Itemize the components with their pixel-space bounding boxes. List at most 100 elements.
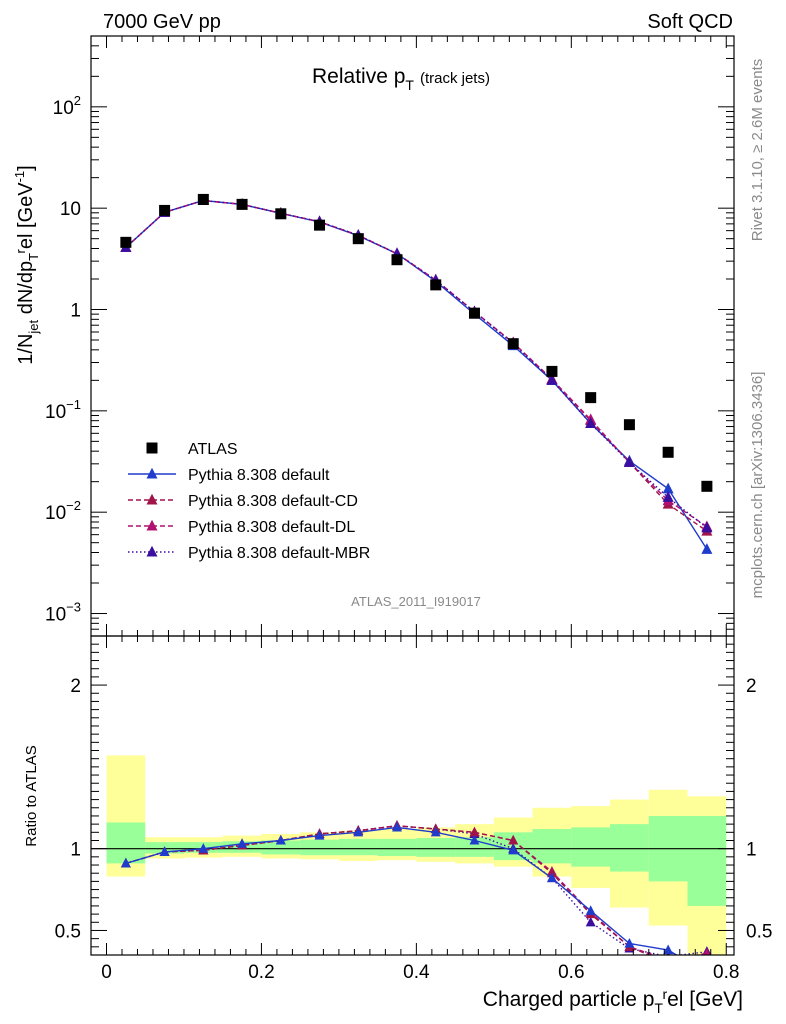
uncertainty-band-inner xyxy=(338,838,378,856)
series-line xyxy=(125,199,708,529)
y-tick-label: 10−2 xyxy=(45,498,81,524)
legend-label: Pythia 8.308 default-DL xyxy=(188,519,355,536)
uncertainty-band-inner xyxy=(455,837,494,857)
x-axis-label: Charged particle pTrel [GeV] xyxy=(483,986,743,1016)
data-point xyxy=(662,491,674,502)
data-point xyxy=(585,392,597,404)
data-point xyxy=(701,521,713,533)
legend-marker xyxy=(146,493,158,505)
ratio-point xyxy=(703,947,711,955)
data-point xyxy=(507,338,519,350)
ratio-point xyxy=(430,826,441,837)
x-tick-label: 0.4 xyxy=(403,962,430,983)
data-point xyxy=(662,482,674,494)
bottom-y-axis-label: Ratio to ATLAS xyxy=(23,745,40,846)
ratio-plot-frame xyxy=(90,635,735,956)
data-point xyxy=(430,279,442,291)
data-point xyxy=(197,193,209,205)
x-tick-label: 0.8 xyxy=(713,962,739,983)
ratio-point xyxy=(546,872,557,883)
ratio-point xyxy=(667,954,669,955)
ratio-point xyxy=(663,958,673,968)
uncertainty-band-inner xyxy=(106,822,146,864)
ratio-line xyxy=(125,826,678,955)
source-label: mcplots.cern.ch [arXiv:1306.3436] xyxy=(749,372,766,599)
uncertainty-band-inner xyxy=(377,838,417,857)
ratio-point xyxy=(392,821,402,832)
y-tick-label: 10 xyxy=(60,199,81,220)
ratio-y-tick-label: 1 xyxy=(70,840,81,861)
data-point xyxy=(275,208,287,220)
ratio-y-tick-label-right: 1 xyxy=(746,840,757,861)
legend-label: Pythia 8.308 default-CD xyxy=(188,493,358,510)
ratio-point xyxy=(624,937,635,948)
ratio-point xyxy=(237,838,248,848)
header-right-label: Soft QCD xyxy=(647,11,733,33)
uncertainty-band-inner xyxy=(571,827,611,867)
ratio-line xyxy=(125,825,651,955)
legend-label: Pythia 8.308 default-MBR xyxy=(188,545,370,562)
y-tick-label: 102 xyxy=(53,93,81,119)
ratio-point xyxy=(508,844,519,855)
header-left-label: 7000 GeV pp xyxy=(103,11,221,33)
data-point xyxy=(623,419,635,431)
uncertainty-band-inner xyxy=(610,824,649,872)
ratio-point xyxy=(585,916,596,927)
ratio-point xyxy=(159,846,170,856)
x-tick-label: 0.2 xyxy=(248,962,274,983)
data-point xyxy=(701,543,713,554)
rivet-label: Rivet 3.1.10, ≥ 2.6M events xyxy=(749,59,766,242)
ratio-point xyxy=(314,829,325,840)
legend-marker xyxy=(146,467,158,479)
data-point xyxy=(701,480,713,492)
uncertainty-band-inner xyxy=(416,838,456,857)
ratio-point xyxy=(469,834,480,845)
ratio-y-tick-label: 0.5 xyxy=(55,921,81,942)
ratio-point xyxy=(702,967,712,977)
top-series-layer xyxy=(120,193,713,554)
ratio-y-tick-label: 2 xyxy=(70,676,81,697)
legend-marker xyxy=(146,442,158,454)
data-point xyxy=(391,254,403,266)
ratio-point xyxy=(663,944,674,955)
ratio-y-tick-label-right: 2 xyxy=(746,676,757,697)
legend-marker xyxy=(146,545,158,557)
uncertainty-band-inner xyxy=(687,815,727,906)
data-point xyxy=(546,374,558,385)
uncertainty-band-inner xyxy=(300,839,339,856)
data-point xyxy=(468,307,480,319)
x-tick-label: 0.6 xyxy=(558,962,584,983)
uncertainty-band-inner xyxy=(532,829,572,864)
data-point xyxy=(314,219,326,231)
data-point xyxy=(120,236,132,248)
ratio-point xyxy=(353,826,364,837)
ratio-line xyxy=(125,825,707,955)
uncertainty-band-inner xyxy=(261,840,301,855)
legend-marker xyxy=(146,519,158,531)
y-tick-label: 10−1 xyxy=(45,397,81,423)
axes: 0 0.2 0.4 0.6 0.8 10−3 10−2 10−1 1 10 102 0.5 0.5 1 1 2… xyxy=(45,35,772,983)
data-point xyxy=(662,446,674,458)
ratio-point xyxy=(469,826,480,837)
y-tick-label: 1 xyxy=(70,301,81,322)
data-point xyxy=(236,198,248,210)
data-point xyxy=(546,365,558,377)
analysis-label: ATLAS_2011_I919017 xyxy=(351,594,481,609)
ratio-point xyxy=(508,834,519,845)
data-point xyxy=(585,417,597,429)
ratio-point xyxy=(275,834,286,845)
y-tick-label: 10−3 xyxy=(45,600,81,626)
ratio-point xyxy=(546,867,557,878)
legend: ATLAS Pythia 8.308 default Pythia 8.308 de… xyxy=(128,441,370,562)
x-tick-label: 0 xyxy=(101,962,112,983)
data-point xyxy=(352,233,364,245)
ratio-point xyxy=(120,857,131,868)
data-point xyxy=(159,204,171,216)
ratio-series-layer xyxy=(120,820,712,977)
ratio-point xyxy=(706,954,708,955)
legend-label: Pythia 8.308 default xyxy=(188,467,330,484)
ratio-y-tick-label-right: 0.5 xyxy=(746,921,772,942)
chart-title: Relative pT (track jets) xyxy=(312,65,490,93)
ratio-point xyxy=(585,905,596,915)
